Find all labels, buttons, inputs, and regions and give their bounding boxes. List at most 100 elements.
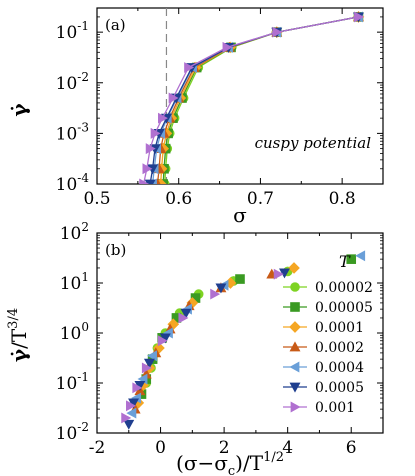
y-tick-exp: -2 bbox=[77, 70, 89, 84]
data-point bbox=[288, 262, 300, 274]
data-point bbox=[144, 179, 156, 184]
legend-label: 0.0002 bbox=[315, 340, 364, 356]
data-point bbox=[235, 274, 245, 284]
data-point bbox=[178, 312, 189, 324]
data-point bbox=[145, 143, 156, 155]
y-tick-label: 10-2 bbox=[56, 420, 89, 444]
y-label-part: γ̇ bbox=[7, 348, 31, 362]
y-axis-label: γ̇ bbox=[7, 103, 31, 117]
legend-marker bbox=[289, 361, 300, 373]
legend-label: 0.00005 bbox=[315, 300, 373, 316]
legend-label: 0.0001 bbox=[315, 320, 364, 336]
annotation: cuspy potential bbox=[255, 134, 372, 152]
data-point bbox=[132, 382, 143, 394]
legend-marker bbox=[289, 321, 301, 333]
data-point bbox=[168, 92, 179, 104]
data-point bbox=[354, 11, 365, 23]
y-tick-base: 10 bbox=[60, 224, 82, 244]
data-point bbox=[141, 362, 152, 374]
series-line bbox=[164, 16, 359, 184]
data-point bbox=[279, 268, 290, 279]
legend-entry: 0.0002 bbox=[283, 340, 364, 356]
legend-entry: 0.0004 bbox=[283, 360, 364, 376]
data-point bbox=[273, 268, 284, 280]
legend-entry: 0.0001 bbox=[283, 320, 364, 336]
x-tick-label: 0 bbox=[155, 438, 166, 458]
legend-entry: 0.001 bbox=[283, 400, 355, 416]
plot-area bbox=[139, 11, 365, 184]
series-line bbox=[142, 16, 359, 184]
x-tick-label: 0.7 bbox=[247, 189, 274, 209]
legend-entry: 0.00005 bbox=[283, 300, 373, 316]
legend-entry: 0.00002 bbox=[283, 280, 373, 296]
y-tick-base: 10 bbox=[56, 424, 78, 444]
legend-label: 0.00002 bbox=[315, 280, 373, 296]
data-point bbox=[142, 163, 153, 175]
y-tick-exp: 2 bbox=[81, 220, 89, 234]
panel-a: 0.5 0.6 0.7 0.810-410-310-210-1 (a)cuspy pot… bbox=[7, 7, 384, 227]
series-line bbox=[160, 16, 359, 184]
data-point bbox=[123, 419, 135, 430]
x-tick-label: 0.5 bbox=[83, 189, 110, 209]
y-tick-exp: -1 bbox=[77, 370, 89, 384]
legend-label: 0.0005 bbox=[315, 380, 364, 396]
series-0.0004 bbox=[126, 250, 366, 419]
data-point bbox=[210, 288, 221, 300]
y-tick-base: 10 bbox=[56, 374, 78, 394]
data-point bbox=[158, 112, 168, 124]
y-tick-base: 10 bbox=[56, 124, 78, 144]
x-label-part: )/T bbox=[235, 451, 264, 475]
data-point bbox=[150, 127, 161, 139]
y-tick-base: 10 bbox=[56, 175, 78, 195]
data-point bbox=[143, 358, 155, 369]
x-axis-label: σ bbox=[233, 203, 247, 227]
legend-label: 0.0004 bbox=[315, 360, 364, 376]
x-tick-label: 2 bbox=[219, 438, 230, 458]
y-tick-label: 10-3 bbox=[56, 120, 89, 144]
data-point bbox=[184, 62, 195, 73]
y-tick-base: 10 bbox=[56, 74, 78, 94]
y-tick-label: 10-1 bbox=[56, 19, 89, 43]
x-axis-label: (σ−σc)/T1/2 bbox=[176, 450, 284, 476]
legend: T 0.00002 0.00005 0.0001 0.0002 0.0004 0.0005 0… bbox=[283, 252, 373, 416]
data-point bbox=[126, 407, 137, 419]
data-point bbox=[139, 178, 150, 184]
y-tick-exp: 0 bbox=[81, 320, 89, 334]
x-tick-label: 6 bbox=[346, 438, 357, 458]
y-tick-exp: 1 bbox=[81, 270, 89, 284]
series-0.001 bbox=[121, 268, 284, 424]
legend-marker bbox=[289, 341, 301, 352]
legend-marker bbox=[289, 382, 301, 393]
data-point bbox=[346, 254, 357, 264]
series-0.0005 bbox=[123, 268, 290, 430]
data-point bbox=[126, 400, 136, 412]
y-tick-exp: -3 bbox=[77, 120, 89, 134]
plot-area bbox=[121, 250, 366, 430]
legend-marker bbox=[290, 282, 300, 292]
x-tick-label: 0.6 bbox=[165, 189, 192, 209]
data-point bbox=[121, 412, 132, 424]
y-tick-exp: -2 bbox=[77, 420, 89, 434]
data-point bbox=[147, 350, 157, 362]
data-point bbox=[222, 41, 233, 53]
legend-label: 0.001 bbox=[315, 400, 355, 416]
x-tick-label: 4 bbox=[282, 438, 293, 458]
y-tick-base: 10 bbox=[56, 23, 78, 43]
y-tick-exp: -4 bbox=[77, 171, 89, 185]
legend-title: T bbox=[339, 252, 351, 271]
data-point bbox=[272, 26, 283, 38]
data-point bbox=[355, 250, 366, 262]
data-point bbox=[180, 308, 192, 319]
legend-entry: 0.0005 bbox=[283, 380, 364, 396]
y-tick-base: 10 bbox=[60, 274, 82, 294]
panel-b: -2 0 2 4 610-210-1100101102(b)(σ−σc)/T1/2γ̇/… bbox=[6, 220, 384, 476]
y-axis-label: γ̇/T3/4 bbox=[6, 308, 31, 362]
series-0.001 bbox=[139, 11, 365, 184]
y-tick-label: 102 bbox=[60, 220, 89, 244]
y-tick-label: 10-1 bbox=[56, 370, 89, 394]
x-label-sub: c bbox=[228, 464, 235, 476]
data-point bbox=[215, 283, 227, 294]
series-0.0002 bbox=[129, 268, 278, 414]
y-tick-base: 10 bbox=[60, 324, 82, 344]
